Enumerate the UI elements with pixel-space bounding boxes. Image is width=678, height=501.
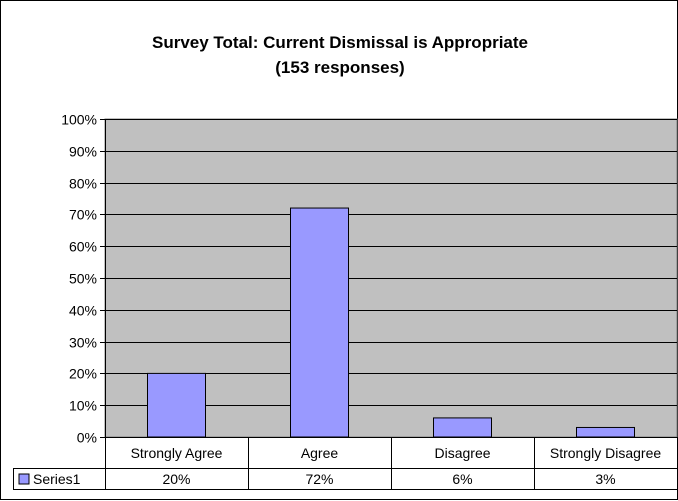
y-tick-label: 70% — [69, 207, 97, 223]
y-tick-label: 60% — [69, 239, 97, 255]
bar — [290, 207, 349, 438]
bars — [147, 207, 635, 438]
y-tick-label: 40% — [69, 303, 97, 319]
category-label: Strongly Disagree — [550, 445, 661, 461]
data-table: Strongly Agree 20% Agree 72% Disagree 6% Stron… — [13, 437, 678, 490]
legend-series-name: Series1 — [33, 471, 81, 487]
y-tick-label: 30% — [69, 335, 97, 351]
y-tick-label: 10% — [69, 398, 97, 414]
y-tick-label: 80% — [69, 176, 97, 192]
chart-subtitle: (153 responses) — [275, 58, 404, 77]
category-label: Strongly Agree — [131, 445, 223, 461]
category-label: Agree — [301, 445, 339, 461]
y-axis-ticks: 0% 10% 20% 30% 40% 50% 60% 70% 80% 90% 100% — [61, 112, 106, 446]
chart-title: Survey Total: Current Dismissal is Appro… — [152, 33, 528, 52]
y-tick-label: 20% — [69, 366, 97, 382]
y-tick-label: 100% — [61, 112, 97, 128]
value-label: 72% — [305, 471, 333, 487]
y-tick-label: 50% — [69, 271, 97, 287]
legend-swatch — [18, 473, 30, 485]
value-label: 20% — [162, 471, 190, 487]
y-tick-label: 0% — [77, 430, 97, 446]
bar — [147, 372, 206, 438]
value-label: 3% — [595, 471, 615, 487]
category-label: Disagree — [434, 445, 490, 461]
y-tick-label: 90% — [69, 144, 97, 160]
value-label: 6% — [452, 471, 472, 487]
bar — [576, 426, 635, 438]
bar — [433, 417, 492, 438]
